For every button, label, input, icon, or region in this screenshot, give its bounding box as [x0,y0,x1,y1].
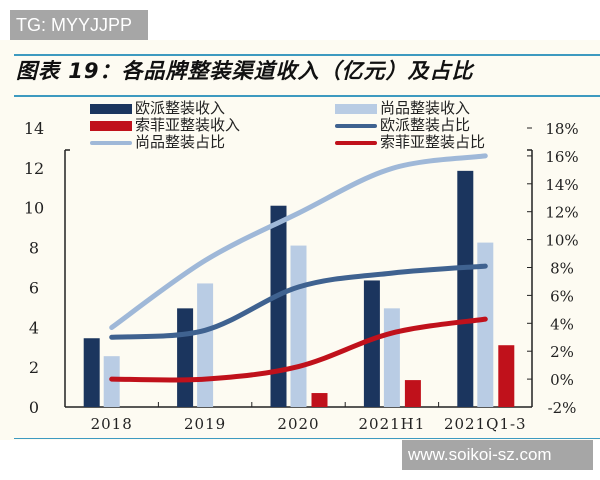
y-right-tick-label: 2% [550,343,574,361]
y-right-tick-label: 16% [545,148,578,166]
y-right-tick-label: 10% [545,232,578,250]
bar-1-2021Q1-3 [477,242,494,407]
bar-2-2020 [311,393,328,407]
y-left-tick-label: 14 [24,119,44,138]
y-right-tick-label: 8% [550,260,574,278]
legend-swatch [90,121,132,131]
bar-1-2021H1 [383,308,400,407]
legend-label: 欧派整装收入 [135,99,226,117]
bottom-rule [14,438,600,439]
bar-0-2018 [83,338,100,407]
legend-swatch [335,141,377,145]
chart-title: 图表 19：各品牌整装渠道收入（亿元）及占比 [16,59,474,83]
x-tick-label: 2018 [91,415,133,433]
y-right-tick-label: -2% [548,399,577,417]
legend-label: 尚品整装收入 [380,99,471,117]
bar-2-2021Q1-3 [498,345,515,407]
legend-swatch [335,104,377,114]
bar-0-2020 [270,205,287,407]
y-left-tick-label: 0 [29,398,39,417]
legend-label: 索菲亚整装收入 [135,116,241,134]
x-tick-label: 2020 [277,415,319,433]
y-left-tick-label: 8 [29,239,39,258]
bar-0-2021Q1-3 [457,170,474,407]
x-tick-label: 2021Q1-3 [444,415,527,433]
title-bottom-rule [14,95,600,97]
bar-0-2021H1 [363,280,380,407]
title-top-rule [14,54,600,56]
legend-swatch [90,141,132,145]
y-left-tick-label: 6 [29,278,39,297]
x-tick-label: 2021H1 [358,415,425,433]
y-right-tick-label: 0% [550,371,574,389]
legend-swatch [90,104,132,114]
watermark-bottom: www.soikoi-sz.com [402,440,593,470]
y-left-tick-label: 12 [24,159,44,178]
bar-0-2019 [177,308,194,407]
y-left-tick-label: 2 [29,358,39,377]
x-tick-label: 2019 [184,415,226,433]
y-right-tick-label: 4% [550,315,574,333]
y-left-tick-label: 4 [29,318,39,337]
legend-label: 欧派整装占比 [380,116,471,134]
bar-1-2020 [290,245,307,407]
y-right-tick-label: 12% [545,204,578,222]
watermark-top: TG: MYYJJPP [10,10,148,40]
legend-label: 索菲亚整装占比 [380,133,486,151]
bar-1-2019 [197,283,214,407]
bar-2-2021H1 [404,380,421,407]
y-right-tick-label: 6% [550,287,574,305]
y-right-tick-label: 14% [545,176,578,194]
y-left-tick-label: 10 [24,199,44,218]
y-right-tick-label: 18% [545,120,578,138]
legend-swatch [335,124,377,128]
legend-label: 尚品整装占比 [135,133,226,151]
